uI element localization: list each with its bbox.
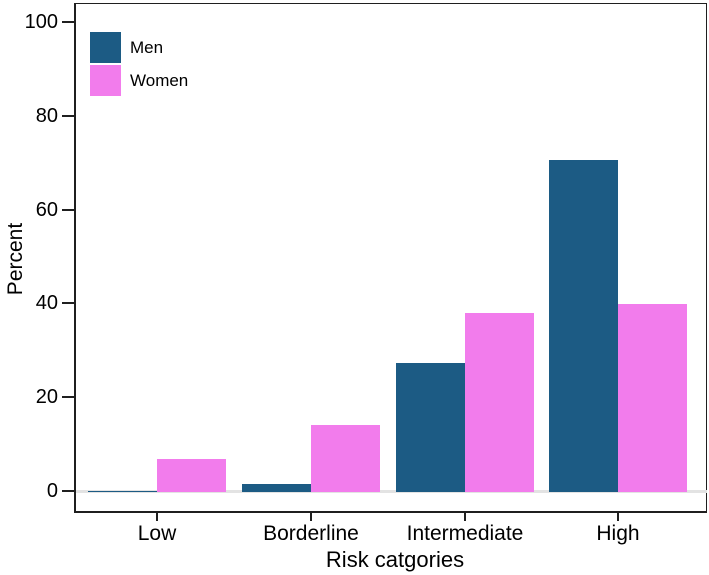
legend-label-women: Women — [130, 71, 189, 90]
y-tick-label: 20 — [35, 386, 58, 409]
bar-women-high — [618, 304, 687, 492]
x-tick-mark — [156, 513, 158, 521]
y-tick-label: 0 — [46, 480, 58, 502]
legend-label-men: Men — [130, 38, 164, 57]
x-tick-label-high: High — [596, 522, 640, 545]
y-tick-mark — [62, 490, 75, 492]
x-tick-mark — [617, 513, 619, 521]
y-tick-mark — [62, 21, 75, 23]
y-tick-mark — [62, 302, 75, 305]
x-axis-title: Risk catgories — [325, 547, 465, 572]
x-tick-mark — [310, 513, 312, 521]
y-tick-mark — [62, 208, 75, 211]
bar-men-borderline — [242, 484, 311, 492]
legend-swatch-men — [90, 32, 121, 63]
x-tick-label-intermediate: Intermediate — [406, 522, 524, 545]
bar-women-low — [157, 459, 226, 492]
y-tick-mark — [62, 114, 75, 117]
bar-men-high — [549, 160, 618, 492]
zero-baseline-line — [76, 490, 707, 493]
x-tick-mark — [464, 513, 466, 521]
bar-women-intermediate — [465, 313, 534, 492]
legend-swatch-women — [90, 65, 121, 96]
bar-men-low — [88, 491, 157, 492]
y-tick-label: 60 — [35, 198, 58, 221]
y-tick-mark — [62, 396, 75, 399]
bar-women-borderline — [311, 425, 380, 492]
y-tick-label: 80 — [35, 104, 58, 127]
x-tick-label-borderline: Borderline — [263, 522, 359, 545]
y-tick-label: 40 — [35, 292, 58, 315]
x-tick-label-low: Low — [137, 522, 177, 545]
bar-men-intermediate — [396, 363, 465, 492]
y-tick-label: 100 — [24, 11, 58, 33]
